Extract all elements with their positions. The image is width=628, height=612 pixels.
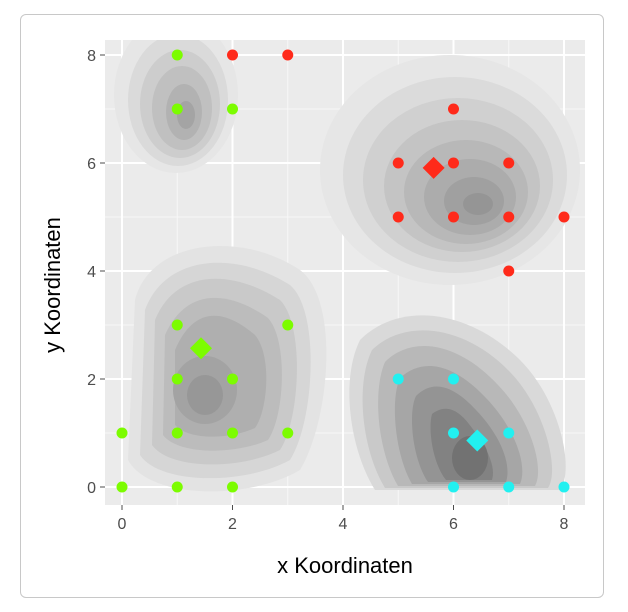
cluster-green-point — [172, 428, 183, 439]
cluster-green-point — [227, 374, 238, 385]
x-tick-label: 4 — [339, 516, 348, 533]
y-axis-title: y Koordinaten — [40, 217, 65, 353]
cluster-green-point — [282, 320, 293, 331]
cluster-cyan-point — [393, 374, 404, 385]
x-axis-ticks: 0 2 4 6 8 — [118, 505, 569, 533]
cluster-green-point — [117, 428, 128, 439]
cluster-green-point — [172, 482, 183, 493]
cluster-red-point — [503, 158, 514, 169]
y-axis-ticks: 0 2 4 6 8 — [87, 48, 105, 497]
y-tick-label: 0 — [87, 480, 96, 497]
cluster-green-point — [227, 482, 238, 493]
cluster-green-point — [172, 104, 183, 115]
x-tick-label: 8 — [560, 516, 569, 533]
cluster-green-point — [172, 50, 183, 61]
cluster-cyan-point — [503, 428, 514, 439]
cluster-cyan-point — [448, 428, 459, 439]
cluster-red-point — [503, 212, 514, 223]
x-tick-label: 0 — [118, 516, 127, 533]
cluster-green-point — [117, 482, 128, 493]
cluster-red-point — [503, 266, 514, 277]
y-tick-label: 6 — [87, 156, 96, 173]
x-tick-label: 6 — [449, 516, 458, 533]
cluster-red-point — [448, 104, 459, 115]
cluster-cyan-point — [503, 482, 514, 493]
cluster-red-point — [227, 50, 238, 61]
cluster-cyan-point — [448, 374, 459, 385]
x-axis-title: x Koordinaten — [277, 553, 413, 578]
y-tick-label: 4 — [87, 264, 96, 281]
y-tick-label: 2 — [87, 372, 96, 389]
cluster-green-point — [282, 428, 293, 439]
y-tick-label: 8 — [87, 48, 96, 65]
cluster-red-point — [559, 212, 570, 223]
cluster-red-point — [393, 212, 404, 223]
cluster-green-point — [227, 428, 238, 439]
cluster-red-point — [393, 158, 404, 169]
cluster-cyan-point — [448, 482, 459, 493]
cluster-green-point — [227, 104, 238, 115]
cluster-green-point — [172, 374, 183, 385]
x-tick-label: 2 — [228, 516, 237, 533]
cluster-red-point — [282, 50, 293, 61]
cluster-green-point — [172, 320, 183, 331]
cluster-cyan-point — [559, 482, 570, 493]
cluster-red-point — [448, 158, 459, 169]
cluster-red-point — [448, 212, 459, 223]
